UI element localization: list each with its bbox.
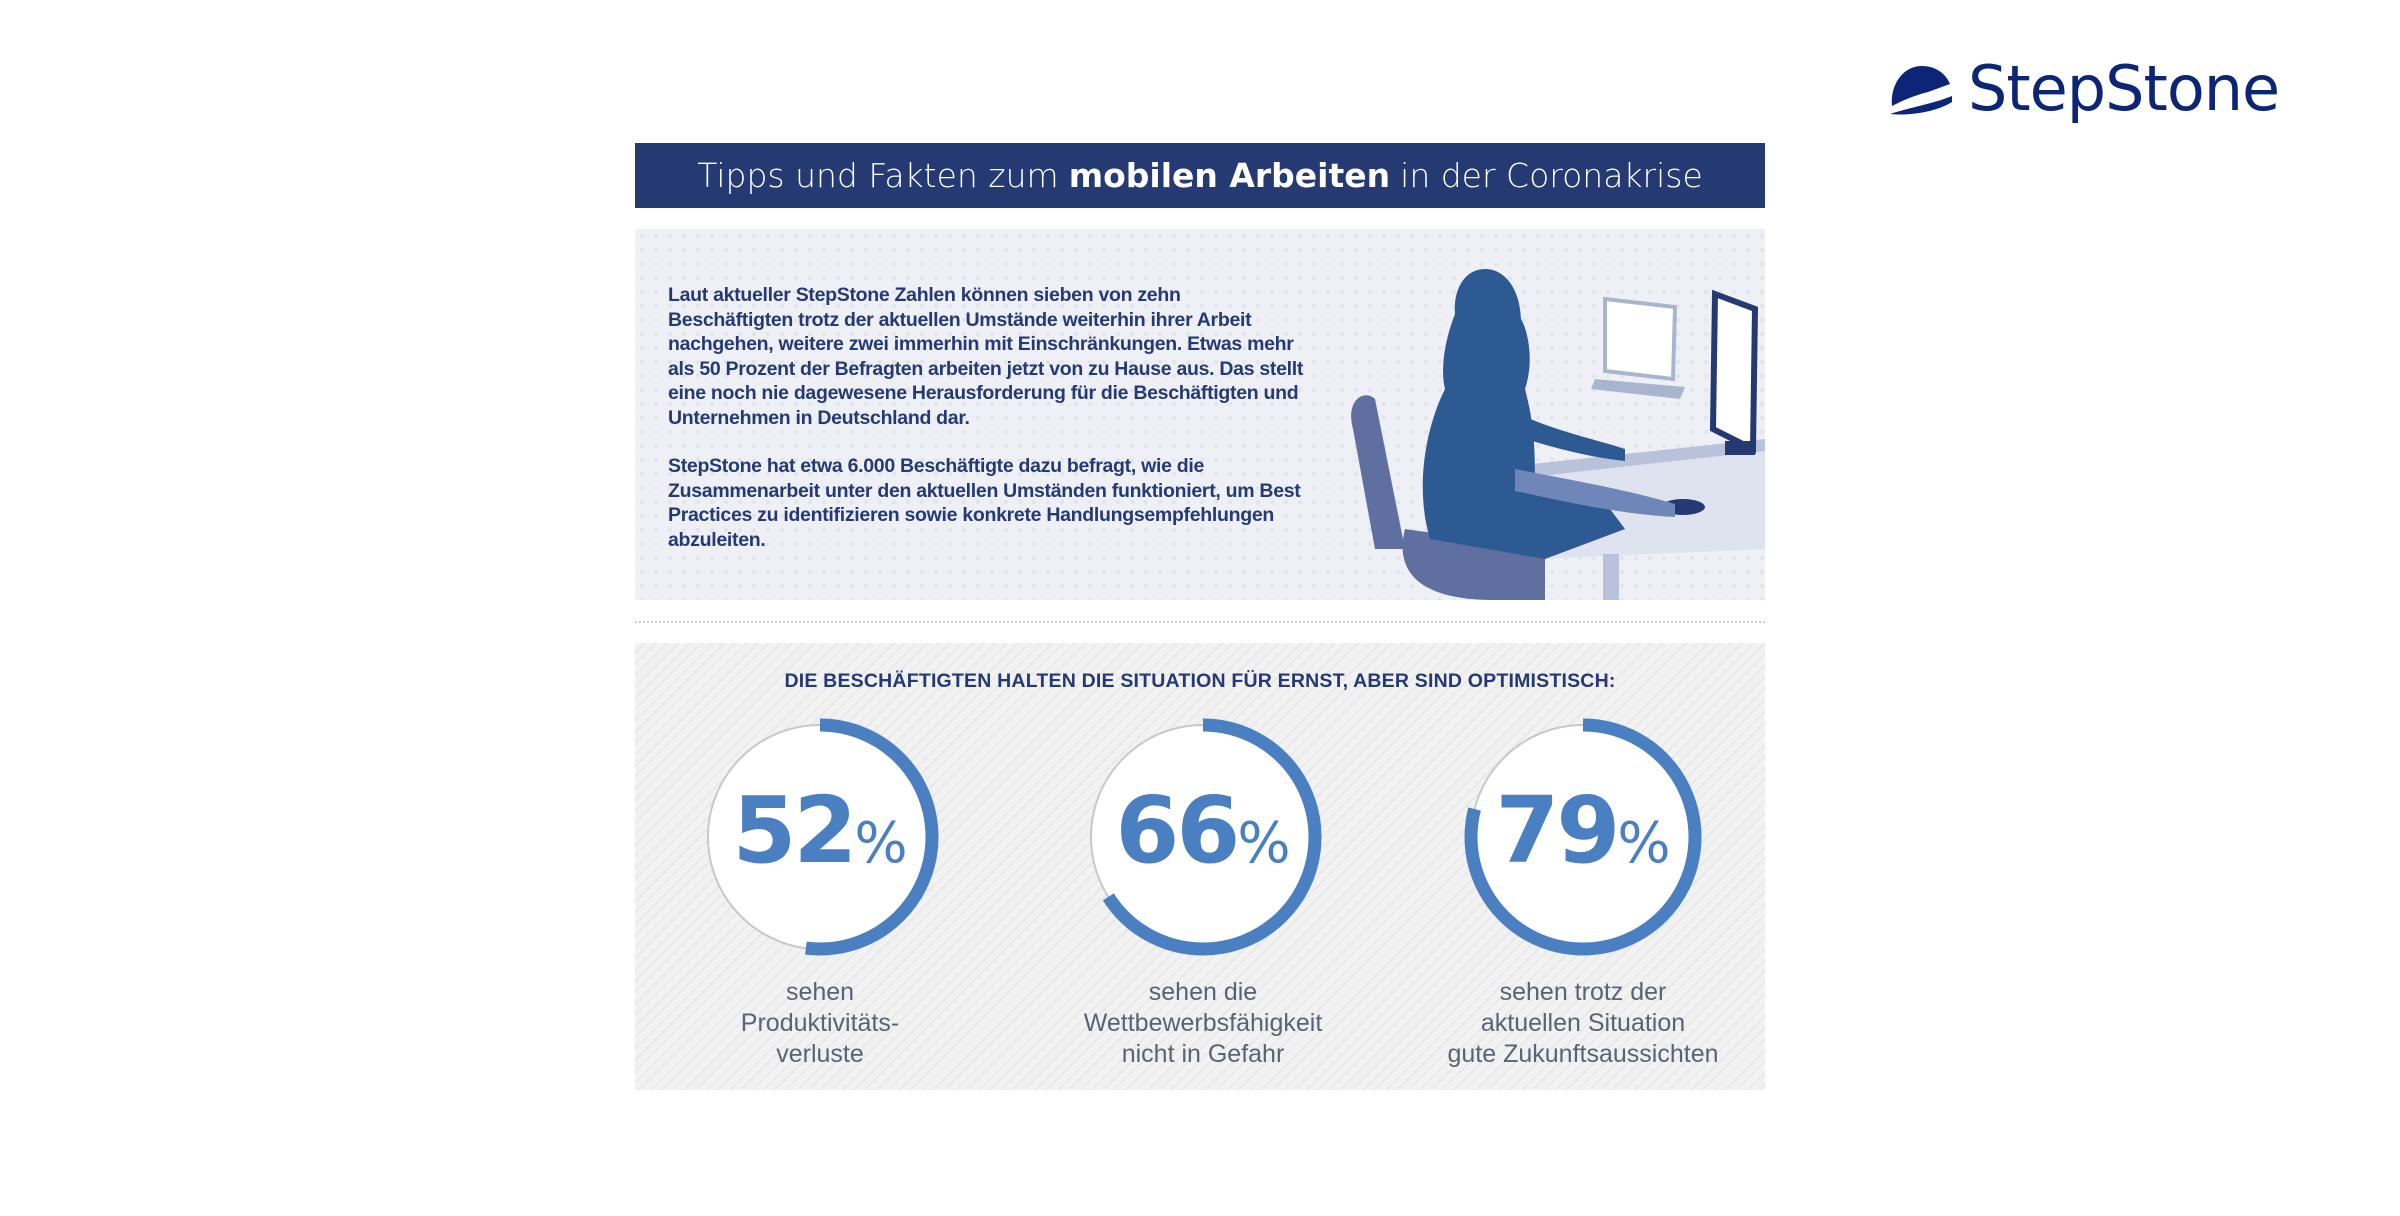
label-line: nicht in Gefahr: [1121, 1040, 1285, 1068]
label-line: sehen die: [1148, 978, 1258, 1006]
stat-number: 66: [1115, 777, 1240, 884]
stat-item: 52% sehen Produktivitäts- verluste: [670, 717, 970, 1070]
stat-number: 52: [732, 777, 857, 884]
stat-label: sehen die Wettbewerbsfähigkeit nicht in …: [1053, 977, 1353, 1070]
ring-progress: [1464, 718, 1702, 956]
label-line: Produktivitäts-: [740, 1009, 900, 1037]
stepstone-logo-icon: [1890, 65, 1952, 114]
title-bold: mobilen Arbeiten: [1068, 156, 1391, 195]
brand-name: StepStone: [1968, 52, 2280, 125]
ring-progress: [1084, 718, 1322, 956]
intro-panel: Laut aktueller StepStone Zahlen können s…: [635, 229, 1765, 600]
stats-heading: DIE BESCHÄFTIGTEN HALTEN DIE SITUATION F…: [784, 670, 1616, 692]
section-divider: [635, 621, 1765, 623]
label-line: aktuellen Situation: [1480, 1009, 1686, 1037]
stat-item: 66% sehen die Wettbewerbsfähigkeit nicht…: [1053, 717, 1353, 1070]
stat-ring: [1464, 718, 1702, 956]
stat-ring: [1084, 718, 1322, 956]
stat-label: sehen Produktivitäts- verluste: [670, 977, 970, 1070]
stat-value: 52%: [670, 777, 970, 884]
intro-paragraph: Laut aktueller StepStone Zahlen können s…: [668, 284, 1304, 429]
title-pre: Tipps und Fakten zum: [697, 156, 1059, 195]
intro-text: Laut aktueller StepStone Zahlen können s…: [668, 283, 1308, 576]
stepstone-logo: StepStone: [1888, 52, 2280, 125]
label-line: gute Zukunftsaussichten: [1447, 1040, 1719, 1068]
title-post: in der Coronakrise: [1400, 156, 1703, 195]
label-line: verluste: [776, 1040, 864, 1068]
label-line: sehen: [785, 978, 855, 1006]
label-line: Wettbewerbsfähigkeit: [1083, 1009, 1323, 1037]
stat-value: 79%: [1433, 777, 1733, 884]
stat-label: sehen trotz der aktuellen Situation gute…: [1433, 977, 1733, 1070]
ring-progress: [701, 718, 939, 956]
stat-unit: %: [1237, 811, 1291, 876]
stat-item: 79% sehen trotz der aktuellen Situation …: [1433, 717, 1733, 1070]
stat-ring: [701, 718, 939, 956]
woman-at-desk-illustration: [1351, 269, 1765, 600]
stat-number: 79: [1495, 777, 1620, 884]
stat-unit: %: [854, 811, 908, 876]
stats-panel: DIE BESCHÄFTIGTEN HALTEN DIE SITUATION F…: [635, 643, 1765, 1090]
page-title: Tipps und Fakten zum mobilen Arbeiten in…: [635, 143, 1765, 208]
stat-value: 66%: [1053, 777, 1353, 884]
stat-unit: %: [1617, 811, 1671, 876]
intro-paragraph: StepStone hat etwa 6.000 Beschäftigte da…: [668, 455, 1301, 551]
label-line: sehen trotz der: [1499, 978, 1667, 1006]
